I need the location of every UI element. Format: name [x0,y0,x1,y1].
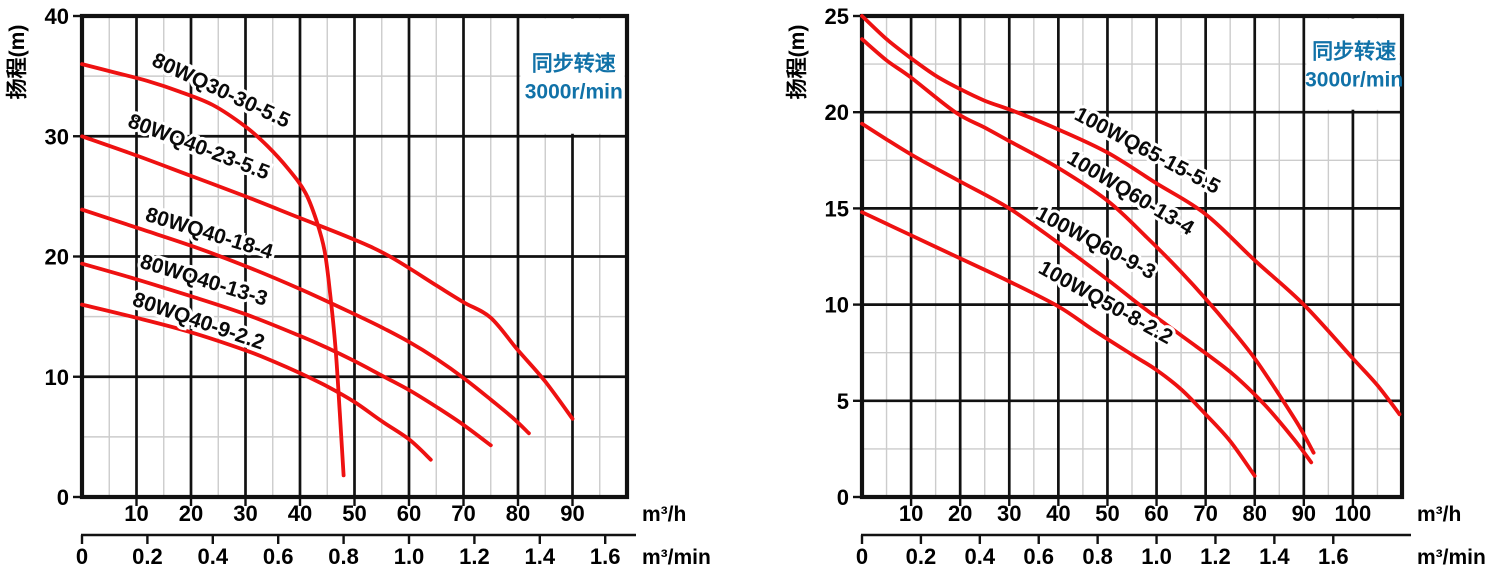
svg-text:30: 30 [233,501,257,526]
svg-text:60: 60 [1144,501,1168,526]
svg-text:50: 50 [342,501,366,526]
y-axis-tick-labels: 0 10 20 30 40 [45,4,69,510]
svg-text:0.6: 0.6 [263,544,294,569]
svg-text:70: 70 [1193,501,1217,526]
legend-line-2: 3000r/min [1305,68,1403,91]
svg-text:0: 0 [76,544,88,569]
x-axis-tick-labels: 10 20 30 40 50 60 70 80 90 100 [899,501,1371,526]
svg-text:30: 30 [997,501,1021,526]
legend: 同步转速 3000r/min [1305,39,1403,91]
series-80WQ30-30-5.5: 80WQ30-30-5.5 [80,46,346,478]
grid-major [862,16,1402,497]
svg-text:80: 80 [506,501,530,526]
series-curve [80,302,433,462]
legend-line-1: 同步转速 [1312,39,1396,63]
svg-text:40: 40 [288,501,312,526]
x-axis-tick-labels: 10 20 30 40 50 60 70 80 90 [124,501,584,526]
legend-box [520,18,625,134]
series-label: 80WQ40-23-5.5 [125,110,273,185]
svg-text:90: 90 [1292,501,1316,526]
svg-text:30: 30 [45,124,69,149]
svg-text:0: 0 [837,485,849,510]
plot-border [79,13,630,500]
svg-text:20: 20 [948,501,972,526]
svg-text:1.2: 1.2 [1200,544,1231,569]
legend: 同步转速 3000r/min [525,51,623,103]
svg-text:50: 50 [1095,501,1119,526]
svg-text:1.6: 1.6 [1318,544,1349,569]
svg-text:15: 15 [825,196,849,221]
axis-tick-marks [73,14,574,506]
svg-text:40: 40 [45,4,69,29]
chart-100wq-series: 10 20 30 40 50 60 70 80 90 100 0 5 10 15 20 25 m³/h 扬程(m)… [744,0,1489,580]
series-curve [860,121,1314,465]
svg-text:10: 10 [899,501,923,526]
series-label: 80WQ40-18-4 [143,203,276,264]
svg-text:10: 10 [124,501,148,526]
svg-text:10: 10 [45,365,69,390]
svg-text:70: 70 [451,501,475,526]
legend-box [1306,18,1400,110]
series-curve [860,14,1402,417]
svg-text:0: 0 [57,485,69,510]
svg-text:0.4: 0.4 [965,544,996,569]
svg-text:100: 100 [1335,501,1372,526]
svg-text:20: 20 [825,100,849,125]
series-curve [80,134,575,421]
svg-text:1.4: 1.4 [525,544,556,569]
svg-text:0.6: 0.6 [1023,544,1054,569]
y-axis-tick-labels: 0 5 10 15 20 25 [825,4,849,510]
svg-text:10: 10 [825,293,849,318]
y-axis-title: 扬程(m) [786,25,809,100]
series-curve [80,207,531,436]
grid-minor [862,16,1402,497]
plot-border [859,13,1405,500]
svg-text:0.8: 0.8 [328,544,359,569]
svg-text:20: 20 [45,245,69,270]
svg-text:20: 20 [179,501,203,526]
chart-80wq-series: 10 20 30 40 50 60 70 80 90 0 10 20 30 40 m³/h 扬程(m) 0 0.2… [0,0,744,580]
legend-line-1: 同步转速 [532,51,616,75]
svg-text:90: 90 [560,501,584,526]
secondary-x-axis: 0 0.2 0.4 0.6 0.8 1.0 1.2 1.4 1.6 [76,533,636,569]
svg-text:0.8: 0.8 [1082,544,1113,569]
svg-text:1.2: 1.2 [459,544,490,569]
svg-text:1.4: 1.4 [1259,544,1290,569]
series-curve [860,210,1257,478]
series-80WQ40-18-4: 80WQ40-18-4 [80,200,531,436]
svg-text:0.2: 0.2 [906,544,937,569]
80wq-performance-svg: 10 20 30 40 50 60 70 80 90 0 10 20 30 40 m³/h 扬程(m) 0 0.2… [6,4,711,569]
svg-text:60: 60 [397,501,421,526]
axis-tick-marks [853,14,1355,506]
svg-text:25: 25 [825,4,849,29]
svg-text:0.2: 0.2 [132,544,163,569]
svg-text:1.0: 1.0 [394,544,425,569]
secondary-x-axis: 0 0.2 0.4 0.6 0.8 1.0 1.2 1.4 1.6 [856,533,1411,569]
svg-text:1.6: 1.6 [590,544,621,569]
svg-text:5: 5 [837,389,849,414]
y-axis-title: 扬程(m) [6,25,29,100]
svg-text:0.4: 0.4 [198,544,229,569]
secondary-x-axis-unit: m³/min [1417,546,1486,569]
secondary-x-axis-unit: m³/min [642,546,711,569]
legend-line-2: 3000r/min [525,80,623,103]
svg-text:0: 0 [856,544,868,569]
x-axis-unit: m³/h [642,503,686,526]
series-curve [860,37,1316,455]
series-curve [80,62,346,478]
svg-text:80: 80 [1242,501,1266,526]
svg-text:40: 40 [1046,501,1070,526]
x-axis-unit: m³/h [1417,503,1461,526]
series-curve [80,261,493,448]
svg-text:1.0: 1.0 [1141,544,1172,569]
100wq-performance-svg: 10 20 30 40 50 60 70 80 90 100 0 5 10 15 20 25 m³/h 扬程(m)… [786,4,1486,569]
